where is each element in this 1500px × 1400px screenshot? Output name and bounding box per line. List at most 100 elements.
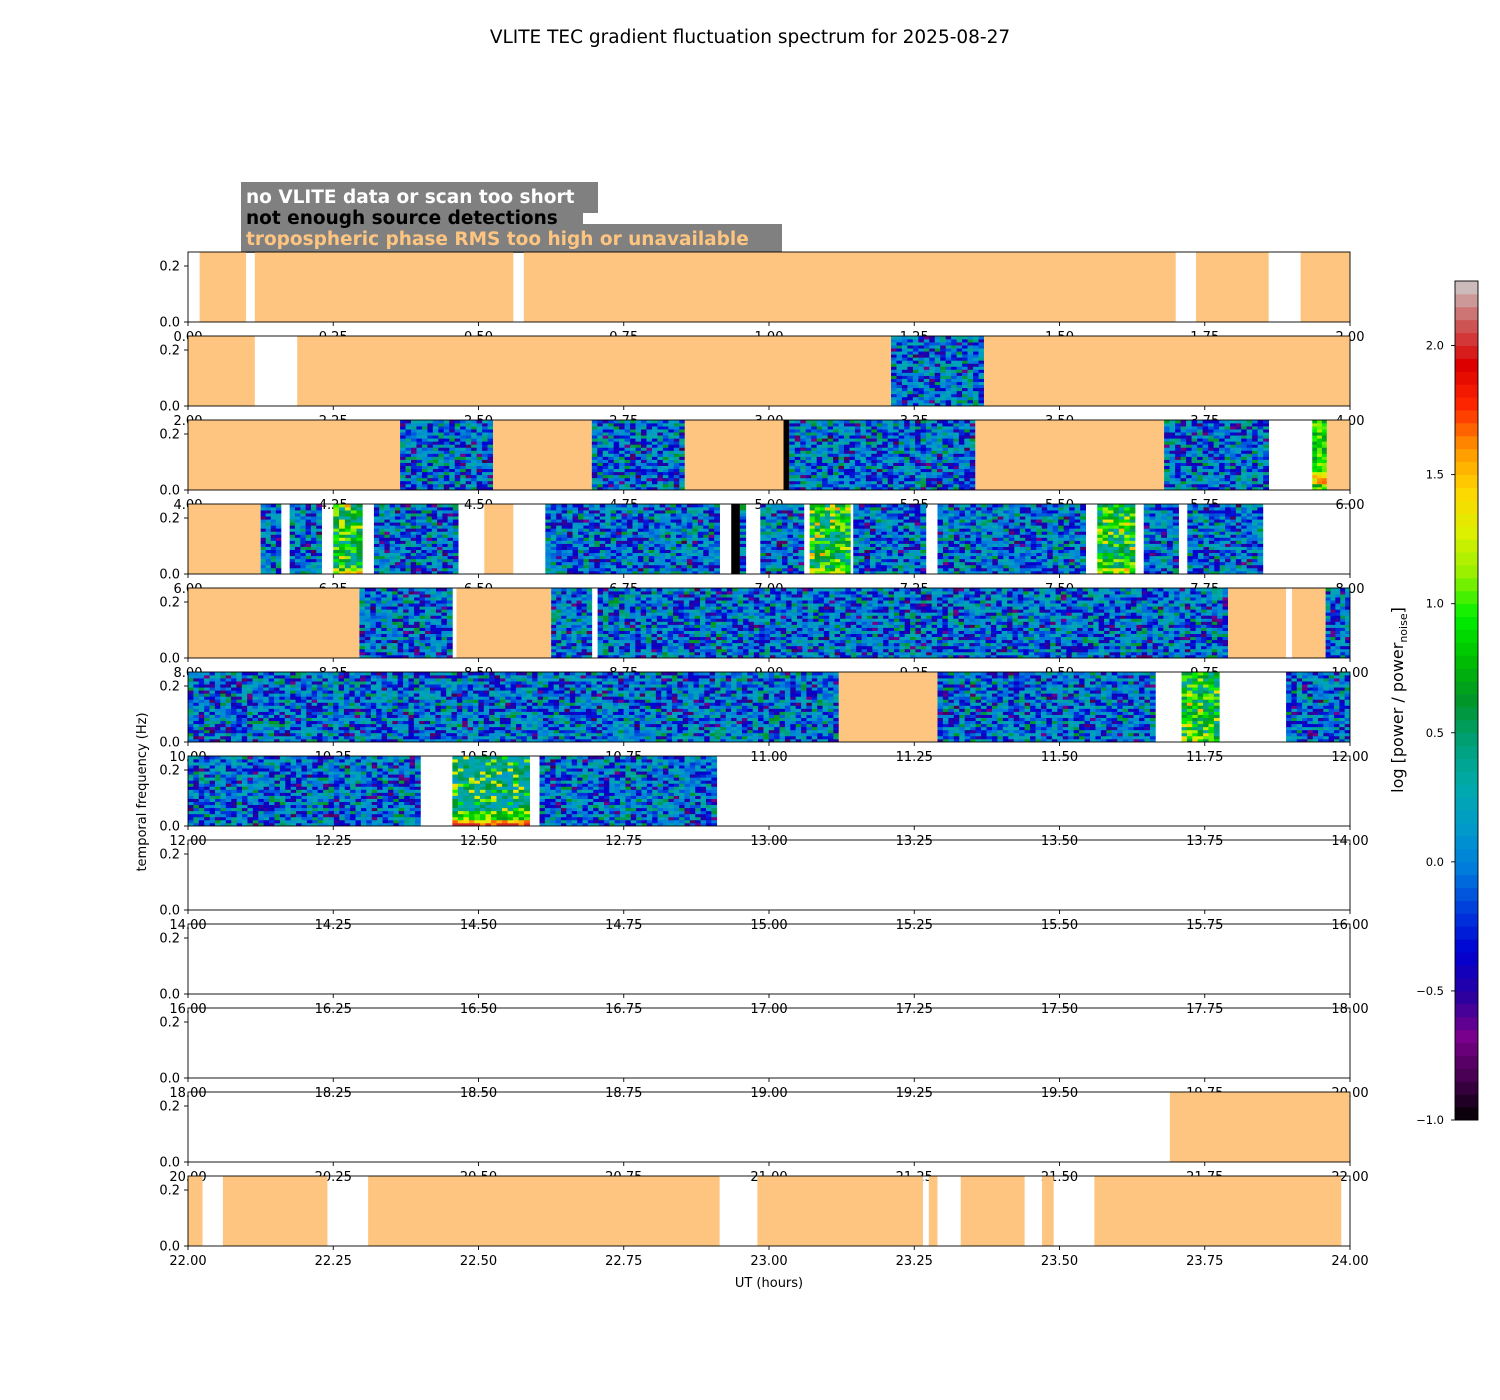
spectrum-cell [891,372,897,376]
spectrum-cell [953,477,960,482]
spectrum-cell [958,426,965,430]
spectrum-cell [798,528,805,532]
spectrum-cell [438,468,445,473]
spectrum-cell [844,468,850,473]
spectrum-cell [929,339,936,343]
spectrum-cell [891,363,897,367]
spectrum-cell [967,366,974,370]
spectrum-cell [973,339,979,343]
spectrum-cell [838,459,845,463]
spectrum-cell [964,486,971,490]
spectrum-cell [903,534,910,538]
spectrum-cell [1169,456,1176,460]
spectrum-cell [970,507,977,511]
spectrum-cell [798,546,805,550]
spectrum-cell [964,516,971,520]
spectrum-cell [305,525,312,529]
spectrum-cell [668,456,675,460]
spectrum-cell [1219,429,1225,433]
spectrum-cell [1175,441,1181,445]
spectrum-cell [782,570,788,574]
spectrum-cell [454,447,461,451]
spectrum-cell [864,543,871,547]
spectrum-cell [333,540,340,544]
spectrum-cell [624,477,631,482]
spectrum-cell [997,555,1004,560]
spectrum-cell [487,480,494,485]
spectrum-cell [853,540,860,544]
spectrum-cell [1312,432,1318,436]
spectrum-cell [545,558,552,563]
spectrum-cell [482,447,488,451]
spectrum-cell [442,570,448,574]
spectrum-cell [942,516,949,520]
spectrum-cell [798,507,805,511]
spectrum-cell [937,513,944,517]
spectrum-cell [686,555,693,560]
spectrum-cell [809,513,816,517]
spectrum-cell [648,552,655,557]
spectrum-cell [886,555,893,560]
spectrum-cell [1321,465,1328,470]
spectrum-cell [1241,462,1247,466]
spectrum-cell [973,372,979,376]
spectrum-cell [578,540,584,544]
spectrum-cell [610,510,617,514]
spectrum-cell [270,555,277,560]
spectrum-cell [964,534,971,538]
spectrum-cell [289,552,296,557]
spectrum-cell [405,483,412,488]
spectrum-cell [465,462,472,466]
spectrum-cell [959,540,966,544]
spectrum-cell [567,567,573,572]
spectrum-cell [819,504,826,508]
spectrum-cell [289,561,296,566]
spectrum-cell [760,567,767,572]
spectrum-cell [665,558,671,563]
spectrum-cell [870,540,876,544]
spectrum-cell [437,516,443,520]
spectrum-cell [1252,486,1258,490]
spectrum-cell [411,480,417,485]
spectrum-cell [447,519,454,523]
spectrum-cell [964,474,971,479]
spectrum-cell [970,555,977,560]
spectrum-cell [912,396,919,401]
spectrum-cell [697,519,704,523]
spectrum-cell [651,450,658,454]
spectrum-cell [970,513,977,517]
spectrum-cell [619,429,625,433]
spectrum-cell [1180,420,1187,424]
spectrum-cell [912,399,919,404]
spectrum-cell [673,429,680,433]
spectrum-cell [964,462,971,466]
spectrum-cell [997,522,1004,526]
spectrum-cell [897,549,904,554]
spectrum-cell [814,552,821,557]
spectrum-cell [978,345,985,349]
spectrum-cell [1213,477,1220,482]
spectrum-cell [973,369,979,373]
spectrum-cell [827,447,834,451]
spectrum-cell [613,456,620,460]
spectrum-cell [809,564,816,569]
spectrum-cell [373,507,380,511]
spectrum-cell [909,486,916,490]
spectrum-cell [920,429,927,433]
spectrum-cell [668,423,675,427]
spectrum-cell [814,528,821,532]
spectrum-cell [344,540,352,544]
spectrum-cell [973,357,979,361]
spectrum-cell [310,513,317,517]
spectrum-cell [942,504,949,508]
spectrum-cell [405,435,412,439]
spectrum-cell [621,531,628,535]
spectrum-cell [840,525,846,529]
spectrum-cell [800,435,807,439]
spectrum-cell [679,474,686,479]
spectrum-cell [275,510,282,514]
spectrum-cell [432,447,439,451]
spectrum-cell [904,435,910,439]
spectrum-cell [714,507,720,511]
spectrum-cell [651,429,658,433]
